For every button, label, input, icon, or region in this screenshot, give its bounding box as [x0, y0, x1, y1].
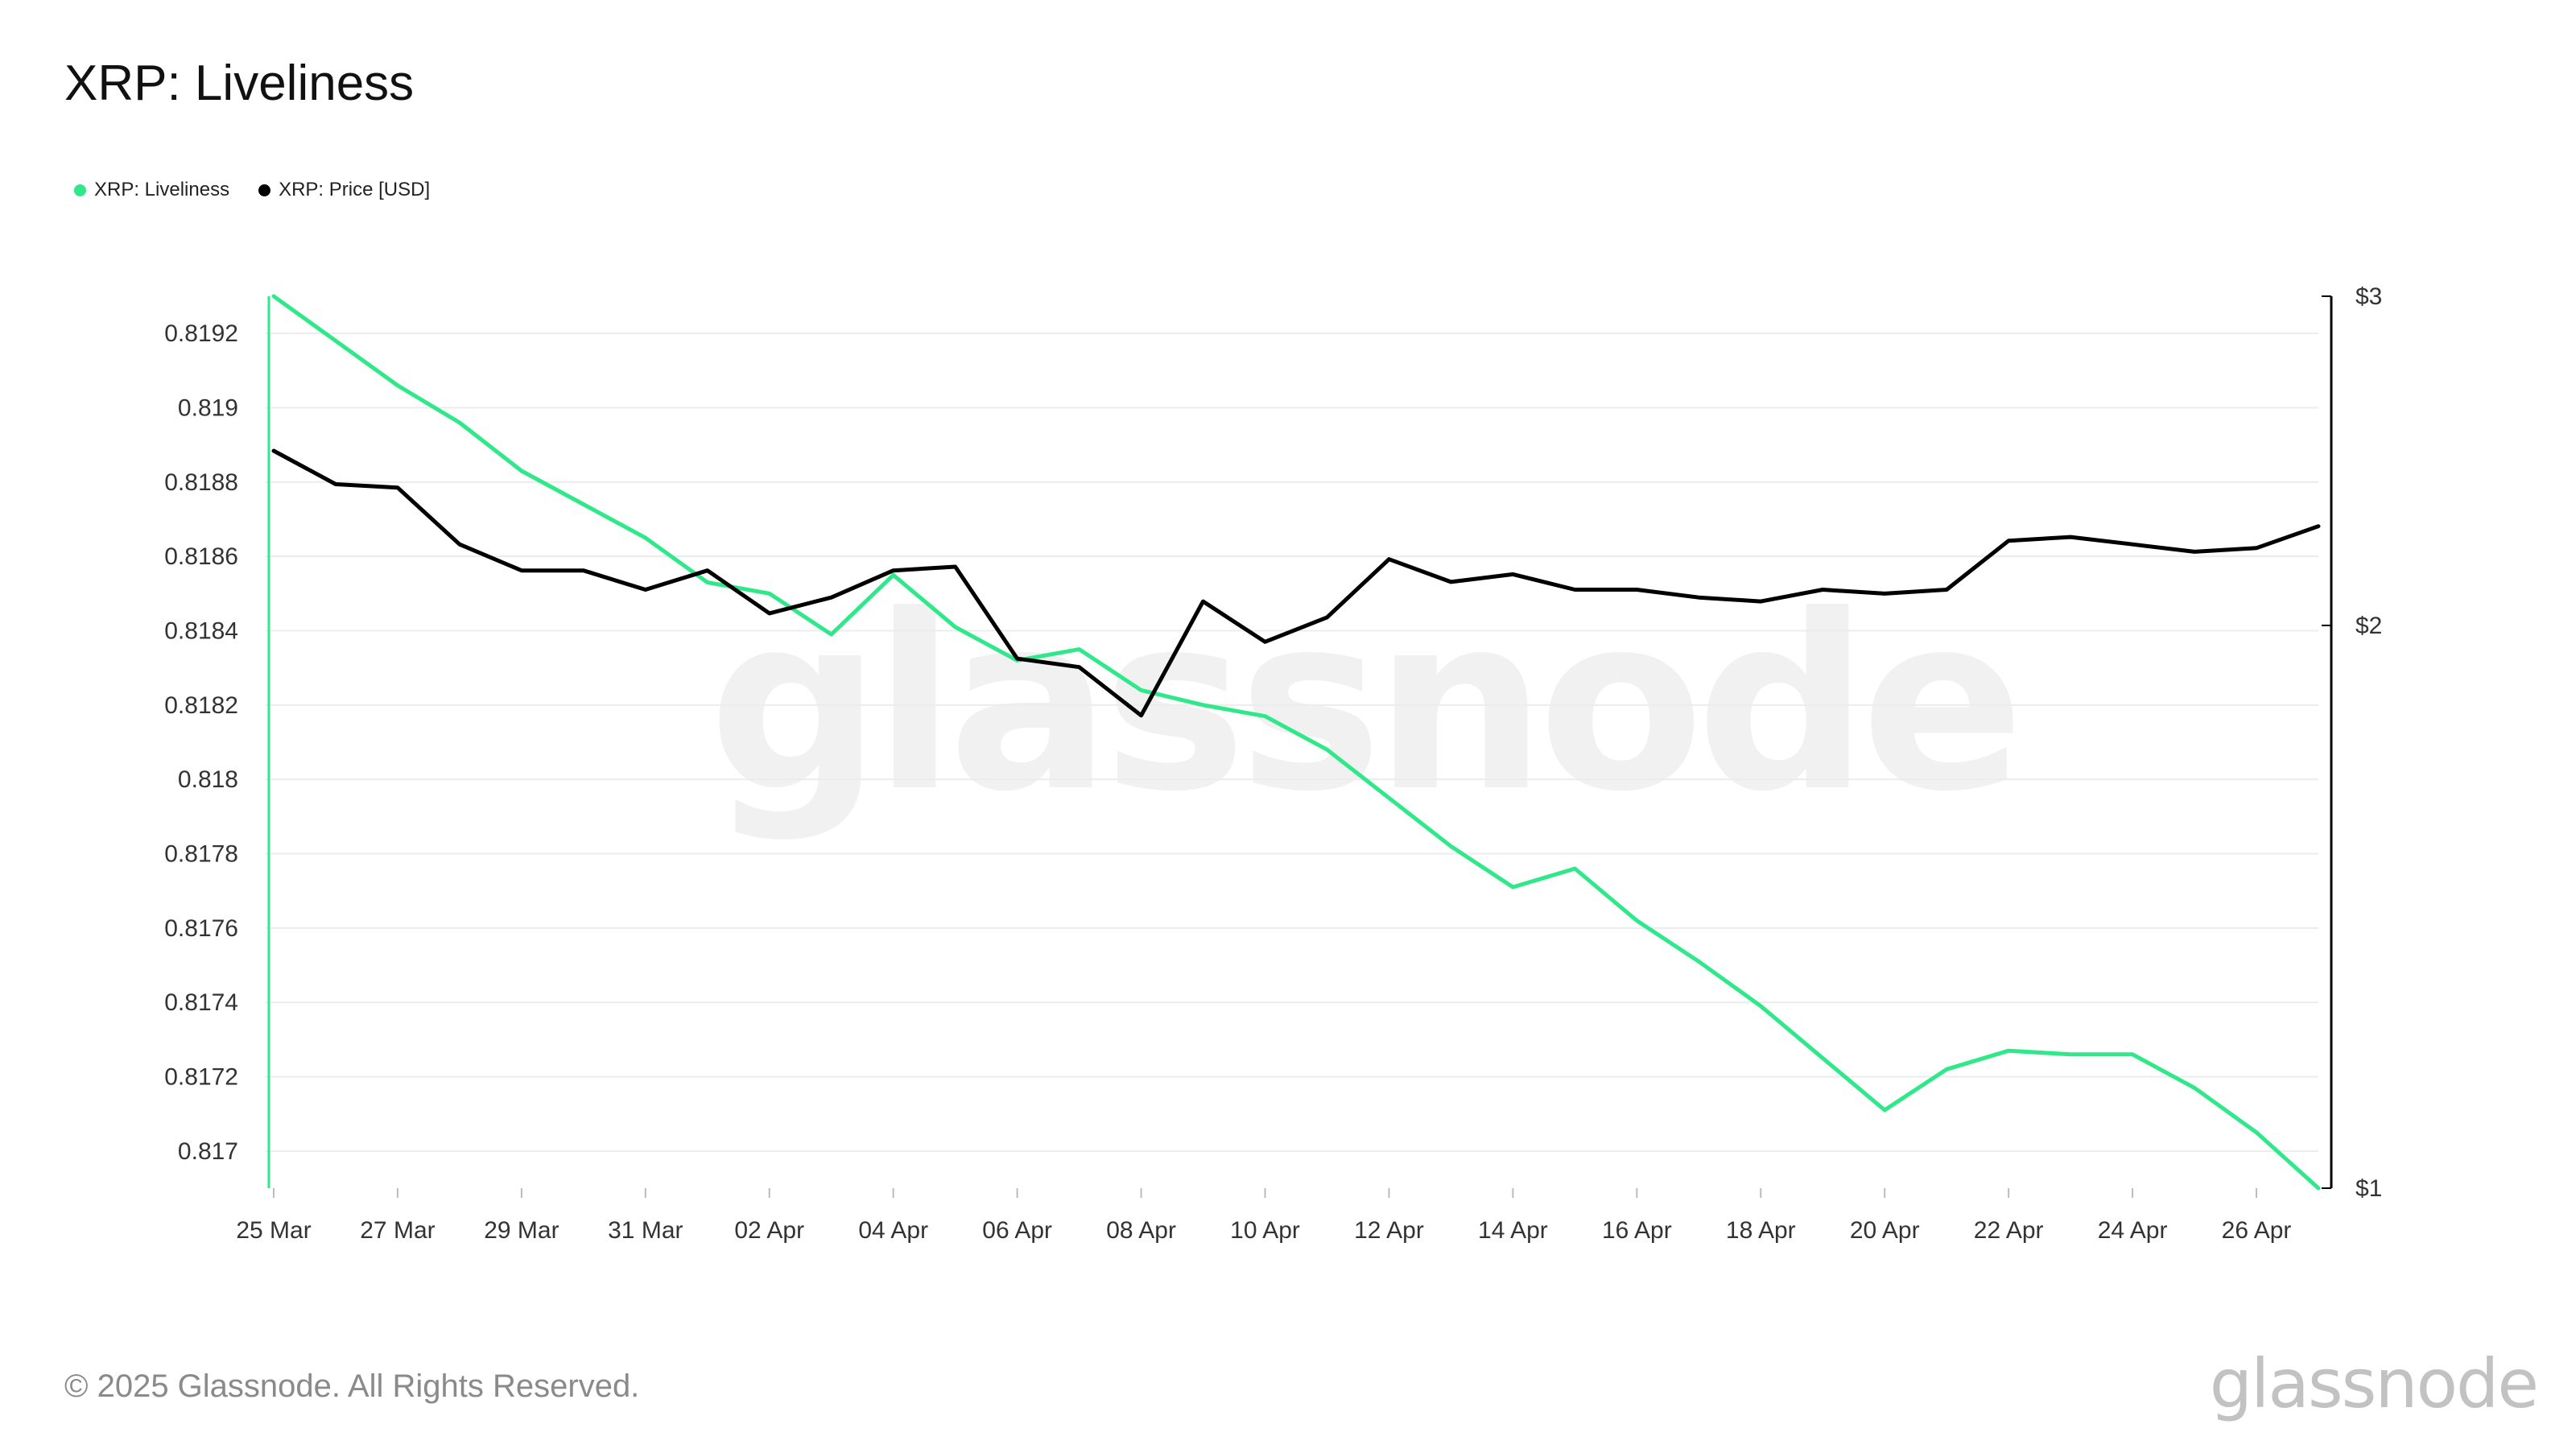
- legend-dot-price: [258, 184, 271, 196]
- x-tick-label: 14 Apr: [1478, 1217, 1548, 1244]
- x-tick-label: 02 Apr: [734, 1217, 804, 1244]
- x-tick-label: 18 Apr: [1726, 1217, 1796, 1244]
- y-left-tick-label: 0.8178: [164, 841, 238, 868]
- x-tick-label: 31 Mar: [608, 1217, 683, 1244]
- chart-legend: XRP: Liveliness XRP: Price [USD]: [74, 179, 430, 201]
- x-tick-label: 08 Apr: [1106, 1217, 1176, 1244]
- legend-label-liveliness: XRP: Liveliness: [94, 179, 230, 200]
- y-left-tick-label: 0.8174: [164, 989, 238, 1016]
- y-left-tick-label: 0.8192: [164, 320, 238, 347]
- y-left-tick-label: 0.8186: [164, 543, 238, 570]
- y-right-tick-label: $3: [2355, 283, 2382, 310]
- y-left-tick-label: 0.8172: [164, 1064, 238, 1091]
- y-left-tick-label: 0.8188: [164, 469, 238, 496]
- y-right-tick-label: $2: [2355, 613, 2382, 639]
- legend-label-price: XRP: Price [USD]: [279, 179, 431, 200]
- y-left-tick-label: 0.817: [178, 1138, 238, 1165]
- x-tick-label: 06 Apr: [982, 1217, 1052, 1244]
- y-left-tick-label: 0.819: [178, 395, 238, 422]
- x-tick-label: 26 Apr: [2222, 1217, 2292, 1244]
- brand-logo: glassnode: [2209, 1344, 2539, 1423]
- x-tick-label: 20 Apr: [1850, 1217, 1920, 1244]
- chart-title: XRP: Liveliness: [64, 56, 415, 111]
- x-tick-label: 12 Apr: [1354, 1217, 1424, 1244]
- y-left-tick-label: 0.818: [178, 766, 238, 793]
- x-tick-label: 24 Apr: [2098, 1217, 2168, 1244]
- y-right-tick-label: $1: [2355, 1175, 2382, 1202]
- x-tick-label: 29 Mar: [484, 1217, 559, 1244]
- legend-item-liveliness[interactable]: XRP: Liveliness: [74, 179, 229, 201]
- series-line-price: [271, 448, 2321, 718]
- legend-item-price[interactable]: XRP: Price [USD]: [258, 179, 430, 201]
- y-left-tick-label: 0.8182: [164, 692, 238, 719]
- x-tick-label: 25 Mar: [236, 1217, 311, 1244]
- x-tick-label: 10 Apr: [1230, 1217, 1300, 1244]
- legend-dot-liveliness: [74, 184, 86, 196]
- watermark-logo: glassnode: [708, 564, 2025, 844]
- x-tick-label: 04 Apr: [858, 1217, 928, 1244]
- y-left-tick-label: 0.8176: [164, 915, 238, 942]
- x-tick-label: 22 Apr: [1974, 1217, 2044, 1244]
- series-line-liveliness: [271, 294, 2321, 1191]
- x-tick-label: 16 Apr: [1602, 1217, 1672, 1244]
- y-left-tick-label: 0.8184: [164, 618, 238, 645]
- x-tick-label: 27 Mar: [360, 1217, 435, 1244]
- copyright-text: © 2025 Glassnode. All Rights Reserved.: [64, 1368, 640, 1404]
